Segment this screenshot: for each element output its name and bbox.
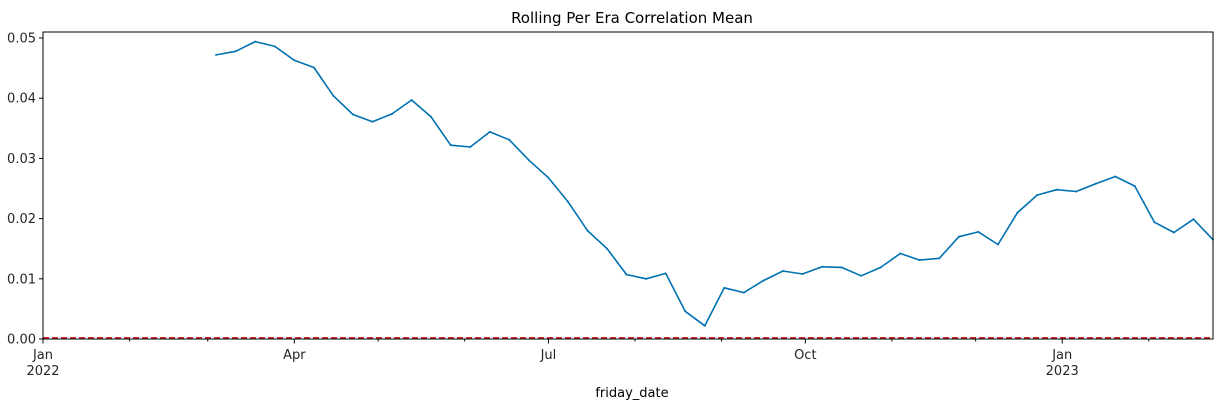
data-point: [1192, 218, 1195, 221]
data-point: [1094, 182, 1097, 185]
data-point: [801, 272, 804, 275]
x-tick-label: Jan: [32, 348, 53, 363]
data-point: [410, 99, 413, 102]
data-point: [684, 310, 687, 313]
data-point: [723, 286, 726, 289]
data-point: [996, 243, 999, 246]
data-point: [234, 50, 237, 53]
data-point: [391, 112, 394, 115]
data-point: [293, 59, 296, 62]
data-point: [1075, 190, 1078, 193]
data-point: [527, 159, 530, 162]
data-point: [430, 115, 433, 118]
data-point: [664, 272, 667, 275]
data-point: [332, 94, 335, 97]
x-tick-label: Jan: [1051, 348, 1072, 363]
x-tick-label: Oct: [794, 348, 816, 363]
data-point: [215, 53, 218, 56]
y-tick-label: 0.02: [7, 212, 36, 227]
data-point: [1055, 188, 1058, 191]
data-point: [1036, 194, 1039, 197]
y-tick-label: 0.05: [7, 32, 36, 47]
data-point: [1016, 211, 1019, 214]
data-point: [273, 45, 276, 48]
data-point: [1153, 221, 1156, 224]
data-point: [840, 266, 843, 269]
data-point: [899, 252, 902, 255]
y-tick-label: 0.03: [7, 152, 36, 167]
data-point: [508, 138, 511, 141]
y-tick-label: 0.00: [7, 333, 36, 348]
x-tick-label: Apr: [283, 348, 306, 363]
data-point: [1172, 231, 1175, 234]
series-layer: [215, 40, 1214, 327]
data-point: [821, 265, 824, 268]
data-point: [312, 66, 315, 69]
series-line: [215, 40, 1214, 327]
x-axis-label: friday_date: [595, 386, 668, 401]
data-point: [547, 176, 550, 179]
data-point: [860, 274, 863, 277]
y-tick-label: 0.04: [7, 92, 36, 107]
data-point: [351, 113, 354, 116]
data-point: [1133, 185, 1136, 188]
x-tick-year-label: 2023: [1046, 364, 1079, 379]
data-point: [469, 145, 472, 148]
data-point: [449, 144, 452, 147]
chart-title: Rolling Per Era Correlation Mean: [511, 9, 753, 27]
data-point: [977, 230, 980, 233]
data-point: [957, 235, 960, 238]
data-point: [938, 257, 941, 260]
y-axis: 0.00 0.01 0.02 0.03 0.04 0.05: [7, 32, 43, 348]
data-point: [703, 324, 706, 327]
data-point: [566, 200, 569, 203]
x-tick-label: Jul: [540, 348, 557, 363]
data-point: [586, 229, 589, 232]
data-point: [781, 269, 784, 272]
data-point: [645, 277, 648, 280]
x-tick-year-label: 2022: [26, 364, 59, 379]
data-point: [625, 273, 628, 276]
data-point: [606, 247, 609, 250]
y-tick-label: 0.01: [7, 272, 36, 287]
data-point: [918, 259, 921, 262]
data-point: [371, 120, 374, 123]
data-point: [1114, 175, 1117, 178]
data-point: [488, 130, 491, 133]
plot-frame: [42, 31, 1214, 340]
data-point: [742, 291, 745, 294]
data-point: [879, 266, 882, 269]
data-point: [254, 40, 257, 43]
data-point: [762, 279, 765, 282]
